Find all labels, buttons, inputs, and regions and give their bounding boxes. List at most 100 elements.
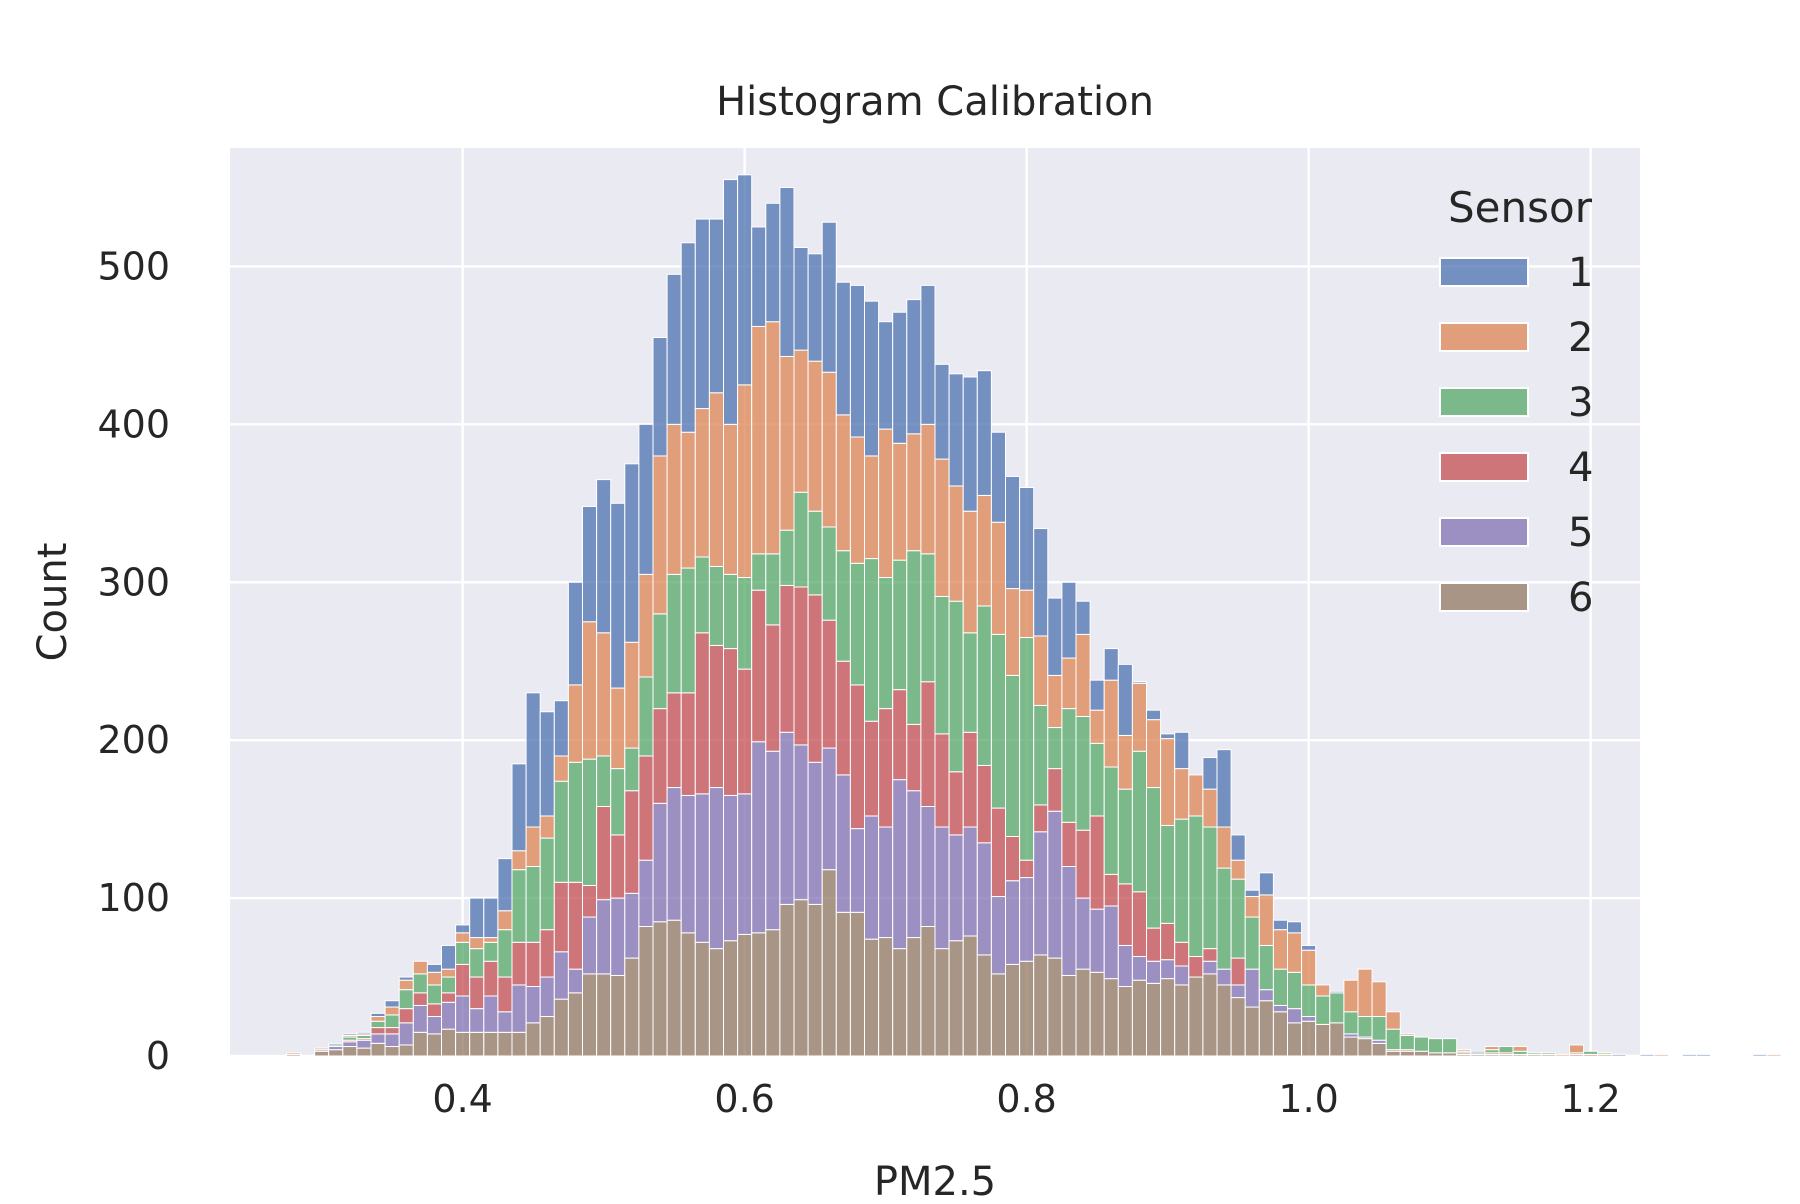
bar-sensor-5 <box>835 774 851 913</box>
bar-sensor-5 <box>1272 1004 1289 1013</box>
bar-sensor-3 <box>553 780 569 883</box>
bar-sensor-3 <box>1329 992 1345 1024</box>
bar-sensor-5 <box>610 897 626 976</box>
bar-sensor-4 <box>596 805 612 901</box>
bar-sensor-6 <box>567 992 584 1057</box>
bar-sensor-5 <box>849 828 866 913</box>
bar-sensor-5 <box>342 1041 358 1048</box>
bar-sensor-6 <box>441 1028 457 1057</box>
legend: Sensor 1 2 3 4 5 6 <box>1439 183 1593 621</box>
bar-sensor-2 <box>1766 1053 1782 1057</box>
bar-sensor-5 <box>864 815 880 940</box>
bar-sensor-1 <box>751 226 767 327</box>
y-tick-label: 0 <box>146 1034 170 1078</box>
bar-sensor-1 <box>441 944 457 970</box>
bar-sensor-6 <box>1287 1022 1303 1057</box>
bar-sensor-1 <box>1611 1053 1627 1057</box>
bar-sensor-6 <box>821 869 837 1057</box>
bar-sensor-1 <box>1639 1053 1655 1057</box>
bar-sensor-6 <box>1371 1042 1387 1057</box>
bar-sensor-5 <box>1089 908 1105 973</box>
bar-sensor-2 <box>892 442 908 561</box>
bar-sensor-3 <box>497 929 513 978</box>
bar-sensor-3 <box>511 869 527 943</box>
bar-sensor-3 <box>426 984 442 1005</box>
bar-sensor-1 <box>370 1012 386 1018</box>
bar-sensor-3 <box>1131 750 1148 893</box>
bar-sensor-1 <box>1216 749 1232 828</box>
bar-sensor-1 <box>497 858 513 912</box>
bar-sensor-6 <box>723 940 739 1057</box>
bar-sensor-6 <box>1329 1022 1345 1057</box>
bar-sensor-3 <box>793 491 809 588</box>
bar-sensor-2 <box>1597 1052 1613 1055</box>
bar-sensor-4 <box>624 790 640 894</box>
bar-sensor-1 <box>1117 663 1133 736</box>
x-tick-label: 0.8 <box>996 1077 1056 1121</box>
bar-sensor-3 <box>1061 708 1077 823</box>
legend-label: 1 <box>1568 250 1593 296</box>
bar-sensor-3 <box>779 529 795 586</box>
bar-sensor-2 <box>962 510 978 634</box>
bar-sensor-6 <box>878 937 894 1057</box>
bar-sensor-6 <box>1315 1023 1331 1057</box>
bar-sensor-1 <box>342 1033 358 1036</box>
bar-sensor-6 <box>1188 976 1204 1057</box>
bar-sensor-5 <box>1202 960 1218 975</box>
bar-sensor-2 <box>412 960 428 975</box>
y-tick-label: 200 <box>97 718 170 762</box>
bar-sensor-5 <box>469 1008 485 1033</box>
bar-sensor-2 <box>864 455 880 560</box>
bar-sensor-4 <box>1202 948 1218 962</box>
bar-sensor-2 <box>1075 633 1091 717</box>
bar-sensor-6 <box>1131 979 1148 1057</box>
bar-sensor-1 <box>596 479 612 634</box>
bar-sensor-3 <box>1005 674 1021 838</box>
bar-sensor-2 <box>285 1052 301 1055</box>
bar-sensor-1 <box>1089 679 1105 711</box>
bar-sensor-1 <box>1301 944 1317 951</box>
bar-sensor-3 <box>1258 944 1274 991</box>
bar-sensor-4 <box>1117 883 1133 946</box>
bar-sensor-5 <box>525 986 541 1024</box>
bar-sensor-5 <box>497 1011 513 1033</box>
bar-sensor-2 <box>1230 859 1246 880</box>
bar-sensor-4 <box>1174 941 1190 967</box>
bar-sensor-1 <box>539 711 555 817</box>
bar-sensor-6 <box>779 903 795 1057</box>
bar-sensor-1 <box>1470 1050 1486 1054</box>
bar-sensor-5 <box>1160 959 1176 980</box>
bar-sensor-2 <box>1301 949 1317 986</box>
bar-sensor-4 <box>1075 829 1091 899</box>
bar-sensor-1 <box>694 218 710 410</box>
bar-sensor-4 <box>1131 891 1148 958</box>
bar-sensor-3 <box>835 550 851 662</box>
bar-sensor-6 <box>962 935 978 1057</box>
bar-sensor-4 <box>582 884 598 918</box>
y-tick-label: 500 <box>97 244 170 288</box>
bar-sensor-2 <box>1272 929 1289 970</box>
bar-sensor-1 <box>1146 709 1162 721</box>
bar-sensor-3 <box>1498 1046 1514 1054</box>
y-tick-label: 400 <box>97 402 170 446</box>
bar-sensor-1 <box>426 963 442 973</box>
bar-sensor-2 <box>610 687 626 770</box>
bar-sensor-2 <box>1033 635 1049 706</box>
bar-sensor-3 <box>455 941 471 965</box>
bar-sensor-4 <box>751 589 767 743</box>
bar-sensor-3 <box>1399 1034 1415 1051</box>
bar-sensor-3 <box>1315 995 1331 1025</box>
bar-sensor-1 <box>1272 919 1289 931</box>
bar-sensor-5 <box>990 896 1007 975</box>
bar-sensor-1 <box>821 221 837 373</box>
bar-sensor-6 <box>1146 982 1162 1057</box>
bar-sensor-2 <box>849 436 866 564</box>
bar-sensor-4 <box>426 1003 442 1018</box>
bar-sensor-2 <box>314 1047 330 1051</box>
bar-sensor-1 <box>723 179 739 425</box>
bar-sensor-2 <box>1399 1033 1415 1036</box>
bar-sensor-2 <box>1117 734 1133 790</box>
bar-sensor-6 <box>455 1031 471 1057</box>
bar-sensor-4 <box>694 632 710 795</box>
bar-sensor-6 <box>864 938 880 1057</box>
